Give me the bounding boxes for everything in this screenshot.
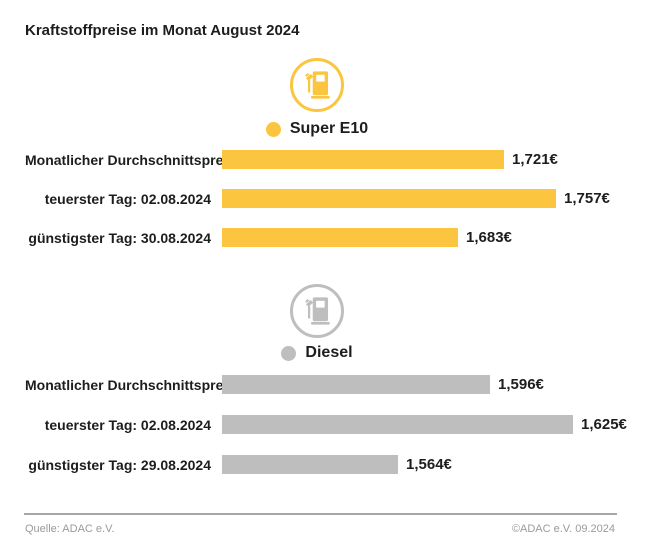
bar-row-super-max: teuerster Tag: 02.08.2024 1,757€ (25, 189, 610, 208)
super-e10-legend-dot (265, 121, 281, 137)
diesel-legend-label: Diesel (305, 344, 353, 361)
bar-label: günstigster Tag: 30.08.2024 (28, 229, 211, 246)
bar-super-avg (222, 150, 504, 169)
diesel-icon-block (0, 284, 650, 338)
page-title: Kraftstoffpreise im Monat August 2024 (25, 22, 300, 39)
bar-row-diesel-min: günstigster Tag: 29.08.2024 1,564€ (25, 455, 627, 474)
bar-label: teuerster Tag: 02.08.2024 (44, 190, 211, 207)
footer-copyright: ©ADAC e.V. 09.2024 (511, 523, 615, 535)
bar-diesel-min (222, 455, 398, 474)
bar-row-diesel-max: teuerster Tag: 02.08.2024 1,625€ (25, 415, 627, 434)
super-e10-legend: Super E10 (0, 120, 650, 138)
bar-label: Monatlicher Durchschnittspreis (25, 376, 236, 393)
bar-value: 1,683€ (466, 229, 512, 246)
bar-value: 1,625€ (581, 416, 627, 433)
bar-diesel-max (222, 415, 573, 434)
bar-row-super-avg: Monatlicher Durchschnittspreis 1,721€ (25, 150, 610, 169)
bar-label: günstigster Tag: 29.08.2024 (28, 456, 211, 473)
diesel-legend-dot (281, 345, 297, 361)
super-e10-icon-block (0, 58, 650, 112)
fuel-pump-icon (290, 58, 344, 112)
super-e10-legend-label: Super E10 (289, 120, 369, 137)
bar-value: 1,721€ (512, 151, 558, 168)
fuel-pump-icon (290, 284, 344, 338)
bar-label: teuerster Tag: 02.08.2024 (44, 416, 211, 433)
bar-diesel-avg (222, 375, 490, 394)
bar-row-super-min: günstigster Tag: 30.08.2024 1,683€ (25, 228, 610, 247)
bar-value: 1,564€ (406, 456, 452, 473)
bar-super-min (222, 228, 458, 247)
bar-value: 1,596€ (498, 376, 544, 393)
footer-source: Quelle: ADAC e.V. (25, 523, 115, 535)
bar-value: 1,757€ (564, 190, 610, 207)
bar-label: Monatlicher Durchschnittspreis (25, 151, 236, 168)
diesel-legend: Diesel (0, 344, 650, 362)
super-e10-bar-group: Monatlicher Durchschnittspreis 1,721€ te… (25, 150, 610, 267)
footer-divider (24, 513, 617, 515)
diesel-bar-group: Monatlicher Durchschnittspreis 1,596€ te… (25, 375, 627, 495)
bar-row-diesel-avg: Monatlicher Durchschnittspreis 1,596€ (25, 375, 627, 394)
bar-super-max (222, 189, 556, 208)
